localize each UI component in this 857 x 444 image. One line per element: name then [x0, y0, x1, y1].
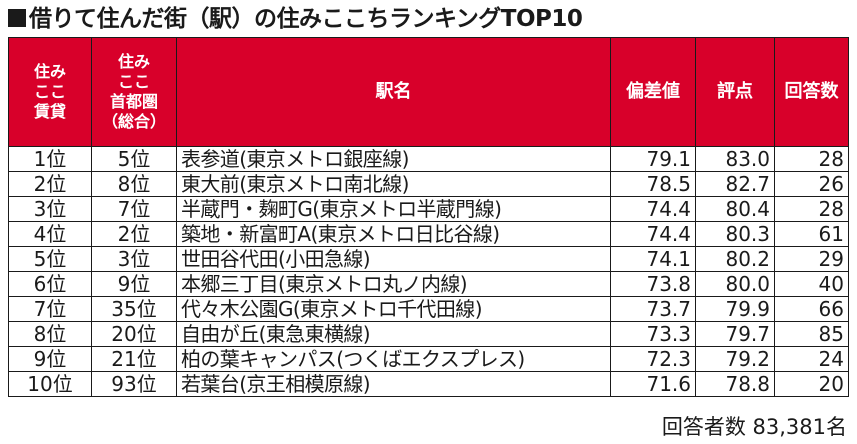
header-score: 評点 [695, 37, 775, 147]
responses-cell: 24 [774, 346, 849, 372]
respondent-count: 回答者数 83,381名 [661, 415, 847, 439]
rent-rank-cell: 6位 [8, 271, 92, 297]
table-row: 5位 3位 世田谷代田(小田急線) 74.1 80.2 29 [8, 246, 849, 272]
deviation-cell: 74.4 [610, 221, 696, 247]
header-metro-rank: 住み ここ 首都圏 （総合） [91, 37, 177, 147]
responses-cell: 85 [774, 321, 849, 347]
metro-rank-cell: 9位 [91, 271, 177, 297]
page-title: 借りて住んだ街（駅）の住みここちランキングTOP10 [8, 4, 583, 34]
deviation-cell: 79.1 [610, 146, 696, 172]
score-cell: 79.2 [695, 346, 775, 372]
deviation-cell: 74.4 [610, 196, 696, 222]
square-bullet-icon [8, 9, 26, 27]
score-cell: 80.4 [695, 196, 775, 222]
table-header-row: 住み ここ 賃貸 住み ここ 首都圏 （総合） 駅名 偏差値 評点 回答数 [8, 37, 849, 147]
station-name-cell: 東大前(東京メトロ南北線) [176, 171, 611, 197]
metro-rank-cell: 93位 [91, 371, 177, 397]
table-row: 1位 5位 表参道(東京メトロ銀座線) 79.1 83.0 28 [8, 146, 849, 172]
deviation-cell: 74.1 [610, 246, 696, 272]
table-body: 1位 5位 表参道(東京メトロ銀座線) 79.1 83.0 28 2位 8位 東大前(東京メトロ… [8, 146, 849, 397]
station-name-cell: 半蔵門・麹町G(東京メトロ半蔵門線) [176, 196, 611, 222]
deviation-cell: 73.7 [610, 296, 696, 322]
responses-cell: 28 [774, 146, 849, 172]
responses-cell: 26 [774, 171, 849, 197]
score-cell: 83.0 [695, 146, 775, 172]
deviation-cell: 73.3 [610, 321, 696, 347]
rent-rank-cell: 10位 [8, 371, 92, 397]
table-row: 9位 21位 柏の葉キャンパス(つくばエクスプレス) 72.3 79.2 24 [8, 346, 849, 372]
metro-rank-cell: 20位 [91, 321, 177, 347]
deviation-cell: 73.8 [610, 271, 696, 297]
page-title-text: 借りて住んだ街（駅）の住みここちランキングTOP10 [29, 6, 583, 32]
header-deviation: 偏差値 [610, 37, 696, 147]
table-row: 3位 7位 半蔵門・麹町G(東京メトロ半蔵門線) 74.4 80.4 28 [8, 196, 849, 222]
responses-cell: 66 [774, 296, 849, 322]
score-cell: 80.3 [695, 221, 775, 247]
score-cell: 80.0 [695, 271, 775, 297]
header-responses: 回答数 [774, 37, 849, 147]
responses-cell: 20 [774, 371, 849, 397]
station-name-cell: 表参道(東京メトロ銀座線) [176, 146, 611, 172]
score-cell: 82.7 [695, 171, 775, 197]
deviation-cell: 78.5 [610, 171, 696, 197]
responses-cell: 40 [774, 271, 849, 297]
table-row: 10位 93位 若葉台(京王相模原線) 71.6 78.8 20 [8, 371, 849, 397]
responses-cell: 29 [774, 246, 849, 272]
station-name-cell: 築地・新富町A(東京メトロ日比谷線) [176, 221, 611, 247]
station-name-cell: 代々木公園G(東京メトロ千代田線) [176, 296, 611, 322]
ranking-table: 住み ここ 賃貸 住み ここ 首都圏 （総合） 駅名 偏差値 評点 回答数 1位… [8, 37, 849, 397]
metro-rank-cell: 5位 [91, 146, 177, 172]
table-row: 4位 2位 築地・新富町A(東京メトロ日比谷線) 74.4 80.3 61 [8, 221, 849, 247]
station-name-cell: 自由が丘(東急東横線) [176, 321, 611, 347]
metro-rank-cell: 7位 [91, 196, 177, 222]
score-cell: 78.8 [695, 371, 775, 397]
station-name-cell: 若葉台(京王相模原線) [176, 371, 611, 397]
table-row: 2位 8位 東大前(東京メトロ南北線) 78.5 82.7 26 [8, 171, 849, 197]
rent-rank-cell: 7位 [8, 296, 92, 322]
metro-rank-cell: 3位 [91, 246, 177, 272]
rent-rank-cell: 2位 [8, 171, 92, 197]
rent-rank-cell: 4位 [8, 221, 92, 247]
rent-rank-cell: 1位 [8, 146, 92, 172]
table-row: 8位 20位 自由が丘(東急東横線) 73.3 79.7 85 [8, 321, 849, 347]
header-rent-rank: 住み ここ 賃貸 [8, 37, 92, 147]
rent-rank-cell: 9位 [8, 346, 92, 372]
table-row: 6位 9位 本郷三丁目(東京メトロ丸ノ内線) 73.8 80.0 40 [8, 271, 849, 297]
score-cell: 79.9 [695, 296, 775, 322]
metro-rank-cell: 21位 [91, 346, 177, 372]
score-cell: 79.7 [695, 321, 775, 347]
score-cell: 80.2 [695, 246, 775, 272]
metro-rank-cell: 2位 [91, 221, 177, 247]
responses-cell: 28 [774, 196, 849, 222]
rent-rank-cell: 3位 [8, 196, 92, 222]
metro-rank-cell: 35位 [91, 296, 177, 322]
header-station: 駅名 [176, 37, 611, 147]
station-name-cell: 柏の葉キャンパス(つくばエクスプレス) [176, 346, 611, 372]
rent-rank-cell: 5位 [8, 246, 92, 272]
responses-cell: 61 [774, 221, 849, 247]
station-name-cell: 世田谷代田(小田急線) [176, 246, 611, 272]
rent-rank-cell: 8位 [8, 321, 92, 347]
station-name-cell: 本郷三丁目(東京メトロ丸ノ内線) [176, 271, 611, 297]
table-row: 7位 35位 代々木公園G(東京メトロ千代田線) 73.7 79.9 66 [8, 296, 849, 322]
metro-rank-cell: 8位 [91, 171, 177, 197]
deviation-cell: 72.3 [610, 346, 696, 372]
deviation-cell: 71.6 [610, 371, 696, 397]
